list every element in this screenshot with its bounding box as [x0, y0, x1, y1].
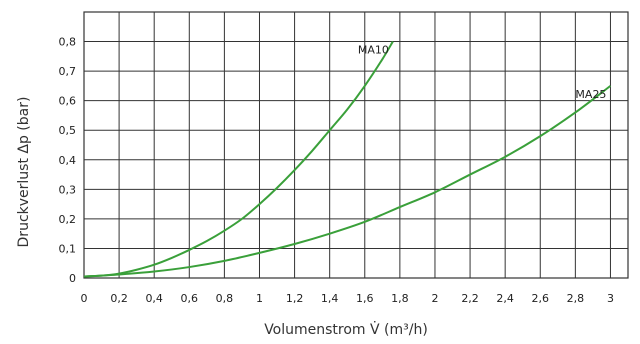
grid	[83, 11, 629, 279]
x-axis-label: Volumenstrom V̇ (m³/h)	[264, 321, 428, 338]
x-tick-label: 0,4	[145, 292, 163, 305]
y-axis-label: Druckverlust Δp (bar)	[16, 97, 32, 248]
plot-frame	[83, 11, 629, 279]
series-line-ma10	[83, 41, 394, 278]
series-layer: MA10 MA25	[83, 41, 612, 278]
x-tick-label: 0,6	[181, 292, 199, 305]
x-tick-label: 2	[431, 292, 438, 305]
x-axis-ticks: 0 0,2 0,4 0,6 0,8 1 1,2 1,4 1,6 1,8 2 2,2 2,4 2,6 2,8 3	[81, 292, 614, 305]
series-line-ma25	[83, 85, 612, 278]
y-tick-label: 0,4	[59, 154, 77, 167]
x-tick-label: 0,8	[216, 292, 234, 305]
y-tick-label: 0,3	[59, 183, 77, 196]
y-tick-label: 0	[69, 272, 76, 285]
x-tick-label: 2,4	[496, 292, 514, 305]
x-tick-label: 2,2	[461, 292, 479, 305]
x-tick-label: 2,8	[567, 292, 585, 305]
y-tick-label: 0,5	[59, 124, 77, 137]
y-tick-label: 0,8	[59, 36, 77, 49]
y-tick-label: 0,7	[59, 65, 77, 78]
y-axis-ticks: 0 0,1 0,2 0,3 0,4 0,5 0,6 0,7 0,8	[59, 36, 77, 285]
x-tick-label: 3	[607, 292, 614, 305]
x-tick-label: 1	[256, 292, 263, 305]
x-tick-label: 1,6	[356, 292, 374, 305]
series-label-ma25: MA25	[575, 88, 606, 101]
y-tick-label: 0,1	[59, 242, 77, 255]
y-tick-label: 0,6	[59, 95, 77, 108]
x-tick-label: 0	[81, 292, 88, 305]
x-tick-label: 1,2	[286, 292, 304, 305]
x-tick-label: 1,4	[321, 292, 339, 305]
series-label-ma10: MA10	[358, 44, 389, 57]
x-tick-label: 1,8	[391, 292, 409, 305]
x-tick-label: 0,2	[110, 292, 128, 305]
y-tick-label: 0,2	[59, 213, 77, 226]
x-tick-label: 2,6	[532, 292, 550, 305]
